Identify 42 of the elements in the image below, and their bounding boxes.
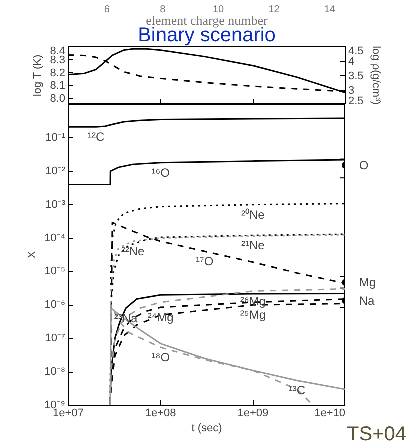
y-tick-label: 8.1 — [50, 80, 66, 92]
annotation: ²¹Ne — [242, 238, 266, 253]
x-tick-label: 1e+09 — [238, 408, 269, 420]
text: 10 — [212, 4, 225, 16]
y2-tick-label: 3.5 — [348, 70, 364, 82]
y-axis-title: log T (K) — [32, 54, 44, 97]
y-tick-label: 10⁻⁶ — [44, 299, 66, 312]
y-tick-label: 10⁻⁴ — [44, 232, 66, 244]
annotation: ¹³C — [288, 384, 306, 398]
x-tick-label: 1e+08 — [145, 408, 176, 420]
annotation: O — [359, 158, 369, 172]
y-tick-label: 8.0 — [50, 93, 66, 106]
text: 12 — [268, 4, 280, 16]
y-tick-label: 10⁻¹ — [46, 132, 66, 144]
y-tick-label: 10⁻⁷ — [45, 332, 66, 345]
y2-tick-label: 4 — [348, 56, 355, 68]
annotation: ¹⁶O — [152, 166, 170, 180]
text: 8 — [160, 4, 166, 16]
annotation: ²⁵Mg — [240, 308, 266, 322]
text: 14 — [324, 4, 336, 16]
y-tick-label: 8.2 — [50, 67, 66, 80]
annotation: ²⁴Mg — [148, 310, 174, 325]
y2-tick-label: 3 — [348, 85, 355, 97]
annotation: ¹⁷O — [196, 254, 214, 269]
y-tick-label: 10⁻³ — [46, 198, 66, 211]
annotation: ¹²C — [88, 130, 105, 144]
y2-tick-label: 4.5 — [348, 46, 364, 58]
y-axis-title: X — [26, 250, 39, 259]
x-axis-title: t (sec) — [192, 422, 222, 434]
annotation: ²²Ne — [121, 244, 146, 259]
annotation: Mg — [359, 276, 376, 290]
text: 6 — [104, 4, 110, 16]
annotation: ¹⁸O — [152, 350, 170, 365]
x-tick-label: 1e+07 — [53, 408, 84, 420]
y2-axis-title: log ρ(g/cm³) — [370, 46, 382, 105]
x-tick-label: 1e+10 — [314, 408, 346, 420]
y-tick-label: 10⁻⁸ — [44, 366, 66, 378]
y-tick-label: 10⁻⁵ — [44, 266, 66, 278]
annotation: Na — [359, 294, 376, 308]
annotation: ²⁰Ne — [242, 208, 266, 222]
y-tick-label: 10⁻² — [46, 165, 66, 178]
text: TS+04 — [347, 424, 406, 446]
